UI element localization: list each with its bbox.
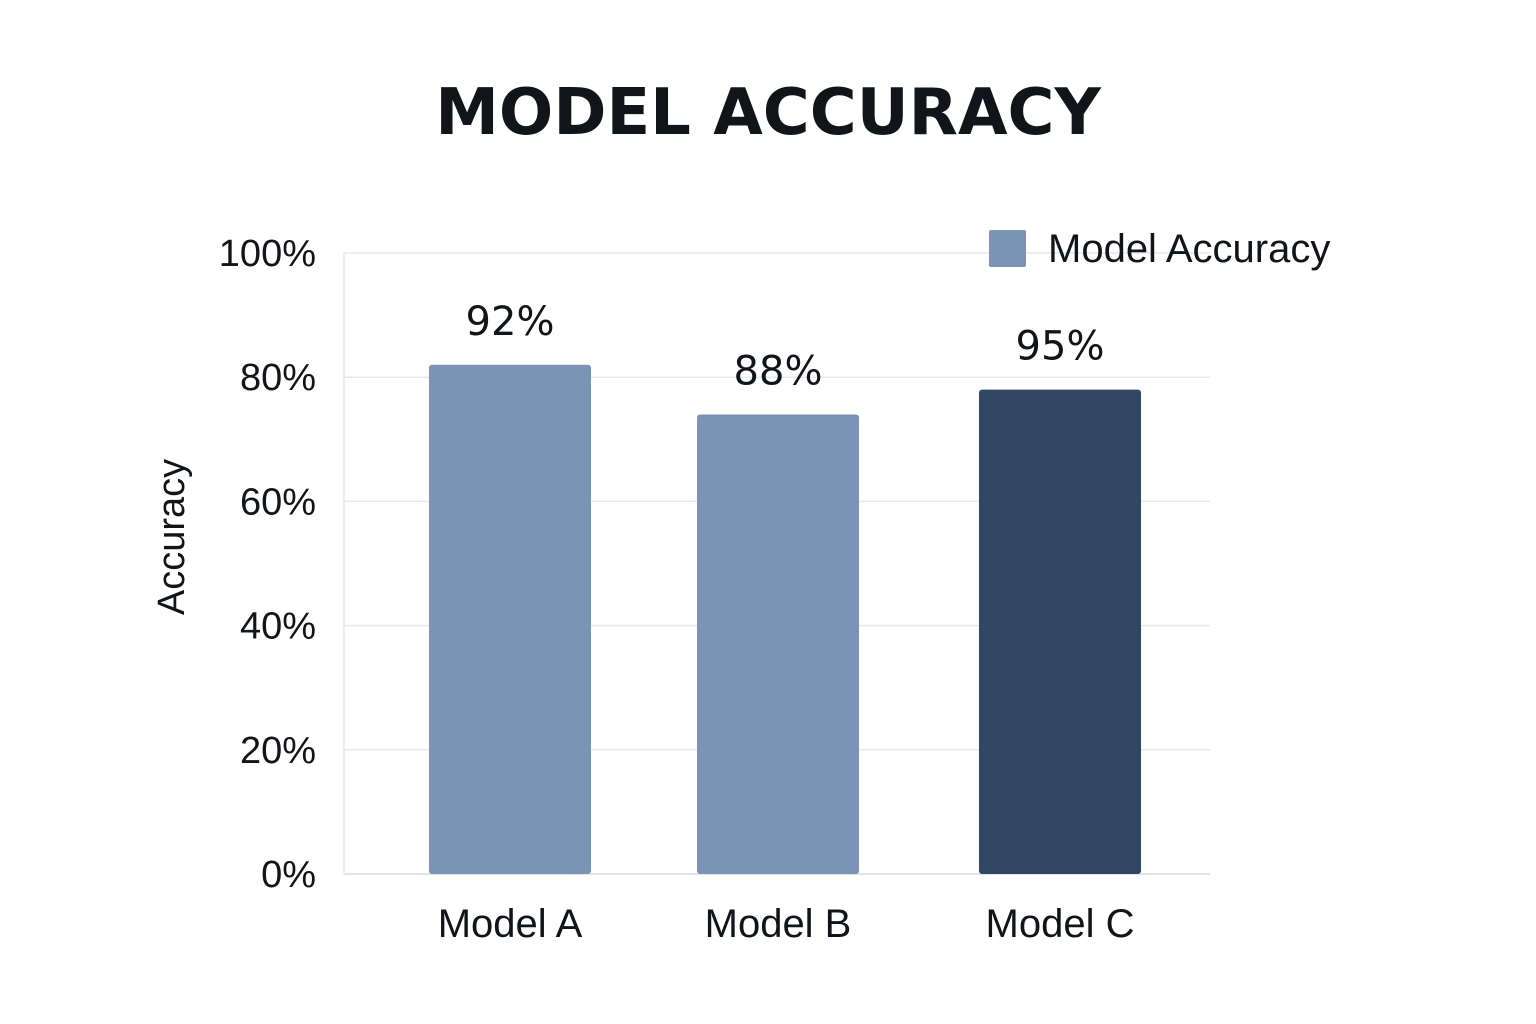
legend-label: Model Accuracy: [1048, 227, 1330, 271]
y-tick-label: 60%: [240, 481, 316, 523]
bar-model-a[interactable]: [429, 364, 591, 874]
y-tick-label: 0%: [261, 854, 316, 896]
x-tick-label: Model C: [986, 902, 1135, 946]
x-axis-ticks: Model A Model B Model C: [438, 902, 1135, 946]
chart-title: MODEL ACCURACY: [435, 76, 1101, 150]
legend: Model Accuracy: [989, 227, 1330, 271]
y-tick-label: 100%: [219, 233, 316, 275]
legend-swatch: [989, 230, 1026, 267]
y-tick-label: 20%: [240, 730, 316, 772]
bars: [429, 364, 1141, 874]
data-label: 95%: [1016, 324, 1105, 370]
y-axis-label: Accuracy: [151, 459, 193, 615]
bar-model-b[interactable]: [697, 414, 859, 874]
y-tick-label: 40%: [240, 606, 316, 648]
x-tick-label: Model B: [705, 902, 852, 946]
y-axis-ticks: 0% 20% 40% 60% 80% 100%: [219, 233, 316, 896]
data-label: 88%: [734, 348, 823, 394]
data-labels: 92% 88% 95%: [466, 299, 1105, 395]
y-tick-label: 80%: [240, 357, 316, 399]
x-tick-label: Model A: [438, 902, 583, 946]
data-label: 92%: [466, 299, 555, 345]
bar-model-c[interactable]: [979, 389, 1141, 874]
